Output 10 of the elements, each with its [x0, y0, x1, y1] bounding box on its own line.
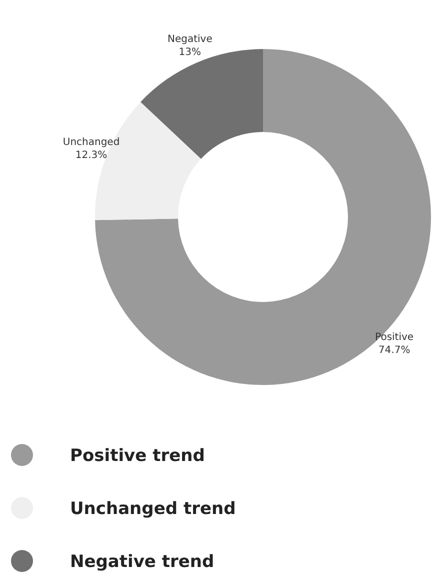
data-label: 13%	[178, 47, 202, 58]
legend-label: Unchanged trend	[70, 499, 236, 519]
donut-slice	[140, 49, 263, 159]
legend-label: Negative trend	[70, 552, 214, 572]
text: Positive	[375, 332, 414, 343]
legend-label: Positive trend	[70, 446, 205, 466]
data-label: 74.7%	[378, 344, 410, 356]
data-label: 12.3%	[75, 150, 108, 161]
text: Unchanged	[62, 136, 120, 148]
text: Negative	[167, 34, 212, 46]
